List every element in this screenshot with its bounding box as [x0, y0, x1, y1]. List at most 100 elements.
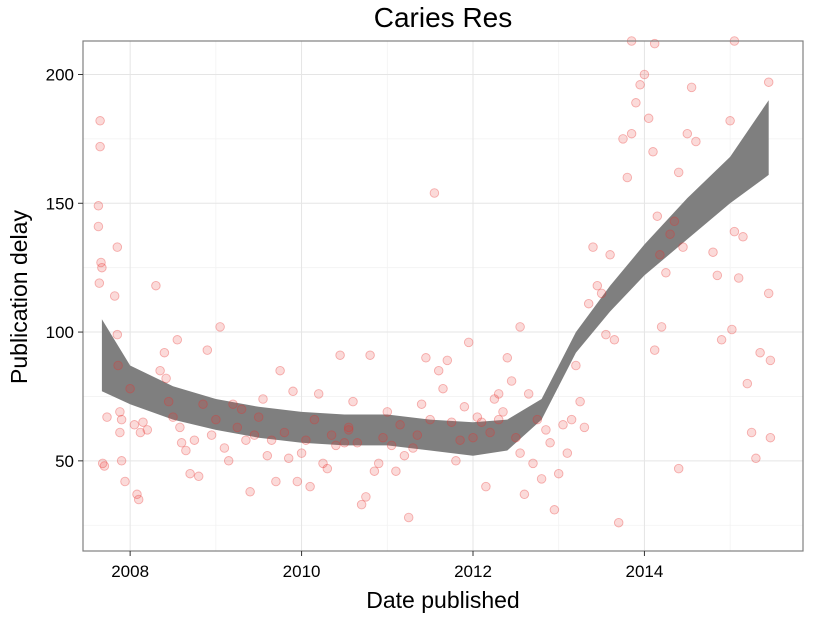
- data-point: [175, 422, 185, 433]
- data-point: [635, 80, 645, 90]
- data-point: [326, 430, 337, 440]
- data-point: [161, 373, 171, 384]
- data-point: [348, 396, 358, 407]
- data-point: [279, 427, 290, 438]
- plot-border: [82, 40, 804, 552]
- y-axis: 50 100 150 200: [46, 65, 83, 471]
- data-point: [751, 453, 761, 464]
- data-point: [94, 278, 105, 288]
- data-point: [412, 430, 423, 440]
- data-point: [571, 360, 581, 371]
- data-point: [493, 389, 504, 399]
- data-point: [391, 466, 401, 476]
- data-point: [639, 69, 650, 80]
- data-point: [253, 412, 264, 422]
- confidence-band: [101, 100, 769, 456]
- data-point: [433, 365, 444, 376]
- data-point: [716, 335, 727, 345]
- data-point: [643, 113, 654, 124]
- data-point: [575, 396, 585, 407]
- data-point: [116, 414, 127, 425]
- data-point: [382, 407, 393, 417]
- data-points: [93, 36, 776, 528]
- data-point: [176, 438, 187, 448]
- data-point: [386, 440, 397, 451]
- data-point: [102, 412, 112, 422]
- data-point: [733, 273, 744, 283]
- data-point: [649, 345, 660, 355]
- data-point: [425, 414, 435, 425]
- data-point: [545, 438, 555, 448]
- data-point: [455, 435, 465, 445]
- data-point: [605, 250, 615, 260]
- data-point: [523, 389, 534, 399]
- grid-lines: [83, 41, 803, 551]
- data-point: [93, 201, 104, 211]
- data-point: [301, 435, 311, 445]
- data-point: [755, 347, 765, 358]
- data-point: [138, 417, 148, 427]
- data-point: [403, 512, 414, 523]
- data-point: [318, 458, 328, 469]
- data-point: [528, 458, 538, 469]
- data-point: [93, 221, 104, 232]
- data-point: [626, 128, 637, 139]
- y-axis-title: Publication delay: [6, 210, 32, 384]
- data-point: [416, 399, 427, 409]
- data-point: [442, 355, 453, 366]
- plot-background: [83, 41, 803, 551]
- data-point: [725, 116, 735, 126]
- y-tick-label: 200: [46, 65, 74, 84]
- data-point: [266, 435, 277, 445]
- data-point: [373, 458, 384, 469]
- y-tick-label: 50: [55, 452, 74, 471]
- data-point: [763, 288, 774, 299]
- data-point: [765, 432, 776, 443]
- data-point: [661, 268, 671, 278]
- data-point: [211, 414, 221, 425]
- data-point: [206, 430, 217, 440]
- data-point: [592, 280, 603, 291]
- y-tick-label: 100: [46, 323, 74, 342]
- data-point: [241, 435, 251, 445]
- data-point: [622, 172, 633, 183]
- data-point: [438, 383, 448, 394]
- data-point: [163, 396, 174, 407]
- x-tick-label: 2014: [626, 562, 664, 581]
- data-point: [399, 450, 410, 461]
- data-point: [613, 517, 624, 528]
- data-point: [185, 468, 195, 479]
- data-point: [331, 440, 341, 451]
- data-point: [502, 353, 513, 363]
- data-point: [113, 360, 123, 371]
- data-point: [421, 353, 431, 363]
- data-point: [656, 322, 667, 332]
- data-point: [446, 417, 457, 427]
- data-point: [691, 136, 701, 147]
- data-point: [151, 280, 161, 291]
- data-point: [395, 420, 405, 430]
- data-point: [369, 466, 380, 476]
- data-point: [472, 412, 483, 422]
- data-point: [631, 98, 641, 108]
- data-point: [515, 322, 525, 332]
- data-point: [198, 399, 208, 409]
- data-point: [541, 425, 551, 435]
- data-point: [468, 432, 478, 443]
- data-point: [673, 167, 684, 178]
- data-point: [562, 448, 573, 458]
- data-point: [168, 412, 178, 422]
- x-axis-title: Date published: [366, 587, 519, 613]
- data-point: [498, 407, 508, 417]
- x-tick-label: 2008: [111, 562, 149, 581]
- x-tick-label: 2012: [454, 562, 492, 581]
- data-point: [652, 211, 663, 221]
- data-point: [515, 448, 525, 458]
- data-point: [727, 324, 737, 335]
- data-point: [215, 322, 225, 332]
- data-point: [133, 494, 144, 505]
- data-point: [120, 476, 130, 487]
- data-point: [288, 386, 298, 397]
- data-point: [112, 329, 123, 340]
- data-point: [601, 329, 611, 340]
